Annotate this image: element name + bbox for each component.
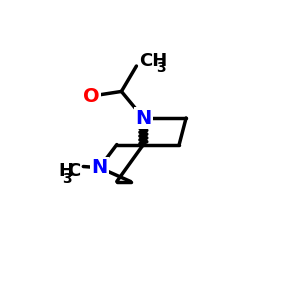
Text: 3: 3 [62, 172, 72, 185]
Text: H: H [58, 162, 73, 180]
Text: N: N [91, 158, 108, 177]
Text: CH: CH [139, 52, 167, 70]
Text: C: C [67, 162, 80, 180]
Text: N: N [135, 109, 152, 128]
Text: 3: 3 [156, 61, 166, 75]
Text: O: O [83, 87, 100, 106]
